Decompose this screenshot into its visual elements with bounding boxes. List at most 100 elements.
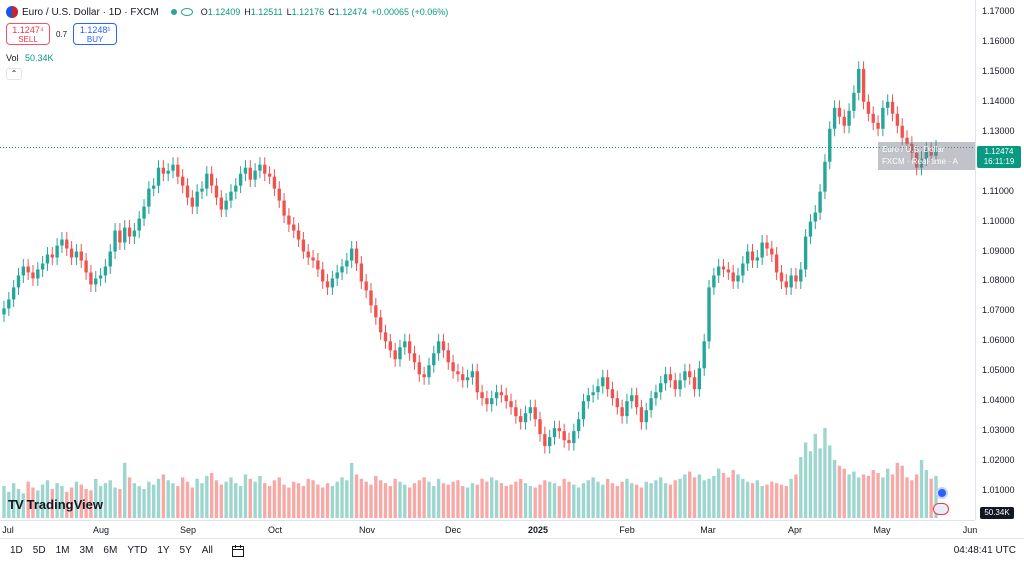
buy-button[interactable]: 1.1248¹ BUY (73, 23, 118, 45)
candle-body (847, 110, 851, 126)
candle-body (123, 227, 127, 243)
volume-bar (499, 483, 504, 518)
candle-body (374, 305, 378, 318)
volume-bar (712, 475, 716, 518)
volume-bar (243, 474, 248, 518)
volume-bar (528, 486, 533, 518)
volume-bar (374, 475, 378, 518)
candle-body (113, 230, 117, 252)
volume-bar (741, 478, 745, 518)
candle-body (755, 257, 760, 261)
candle-body (427, 365, 431, 378)
range-button-1y[interactable]: 1Y (157, 545, 170, 556)
tradingview-logo[interactable]: TV TradingView (8, 497, 103, 512)
volume-bar (132, 483, 137, 518)
price-tick-label: 1.02000 (982, 455, 1015, 466)
volume-bar (345, 480, 349, 518)
volume-bar (659, 477, 663, 518)
us-flag-event-icon[interactable] (933, 503, 949, 515)
candle-body (40, 263, 45, 270)
volume-bar (369, 484, 373, 518)
tooltip-line-1: Euro / U.S. Dollar (882, 145, 945, 154)
utc-clock[interactable]: 04:48:41 UTC (953, 545, 1016, 556)
price-tick-label: 1.09000 (982, 245, 1015, 256)
range-button-5d[interactable]: 5D (32, 545, 46, 556)
symbol-title[interactable]: Euro / U.S. Dollar · 1D · FXCM (22, 6, 159, 18)
volume-legend[interactable]: Vol 50.34K (6, 53, 54, 63)
visibility-eye-icon[interactable] (180, 8, 193, 16)
volume-bar (84, 488, 88, 518)
candle-body (229, 191, 233, 201)
volume-bar (794, 474, 798, 518)
volume-bar (736, 474, 740, 518)
range-button-6m[interactable]: 6M (103, 545, 118, 556)
candle-body (572, 431, 576, 444)
calendar-icon[interactable] (231, 544, 245, 558)
candle-body (813, 212, 817, 222)
candle-body (852, 92, 856, 111)
volume-bar (881, 477, 885, 518)
price-axis[interactable]: 1.170001.160001.150001.140001.130001.120… (975, 0, 1024, 520)
candle-body (605, 377, 610, 390)
collapse-legend-button[interactable]: ⌃ (6, 68, 22, 80)
volume-bar (272, 480, 277, 518)
chart-pane[interactable]: Euro / U.S. Dollar · 1D · FXCM O1.12409 … (0, 0, 975, 520)
price-chart[interactable] (0, 0, 975, 520)
candle-body (760, 242, 764, 258)
volume-bar (721, 473, 726, 518)
time-tick-label: Mar (700, 525, 716, 535)
candle-body (234, 185, 238, 192)
candle-body (21, 266, 26, 276)
volume-bar (330, 486, 335, 518)
candle-body (475, 371, 479, 393)
candle-body (238, 173, 243, 186)
candle-body (263, 164, 267, 174)
range-button-ytd[interactable]: YTD (127, 545, 148, 556)
candle-body (750, 251, 755, 261)
price-tick-label: 1.08000 (982, 275, 1015, 286)
candle-body (668, 374, 673, 381)
symbol-legend: Euro / U.S. Dollar · 1D · FXCM O1.12409 … (6, 6, 452, 18)
economic-event-icon[interactable] (936, 487, 948, 499)
candle-body (702, 341, 706, 369)
candle-body (533, 407, 537, 420)
price-tick-label: 1.04000 (982, 395, 1015, 406)
sell-button[interactable]: 1.1247⁴ SELL (6, 23, 50, 45)
volume-bar (427, 481, 431, 518)
volume-bar (446, 484, 450, 518)
candle-body (615, 398, 619, 408)
range-button-3m[interactable]: 3M (79, 545, 94, 556)
volume-bar (103, 483, 108, 518)
time-tick-label: May (873, 525, 891, 535)
candle-body (108, 251, 112, 267)
volume-bar (601, 484, 605, 518)
volume-bar (562, 478, 566, 518)
volume-value: 50.34K (25, 53, 54, 63)
range-button-1m[interactable]: 1M (55, 545, 70, 556)
candle-body (185, 185, 190, 198)
range-button-1d[interactable]: 1D (10, 545, 23, 556)
time-tick-label: Feb (619, 525, 635, 535)
candle-body (581, 401, 586, 420)
time-axis[interactable]: Jul Aug Sep Oct Nov Dec 2025 Feb Mar Apr May Jun (0, 520, 977, 538)
candle-body (692, 377, 697, 390)
range-button-all[interactable]: All (201, 545, 213, 556)
volume-bar (461, 486, 465, 518)
candle-body (842, 116, 846, 126)
range-button-5y[interactable]: 5Y (179, 545, 192, 556)
volume-bar (40, 484, 45, 518)
volume-bar (340, 477, 344, 518)
volume-bar (147, 481, 151, 518)
candle-body (79, 251, 83, 261)
price-tick-label: 1.05000 (982, 365, 1015, 376)
candle-body (832, 107, 837, 129)
candle-body (60, 239, 64, 246)
candle-body (576, 419, 581, 432)
volume-bar (180, 477, 185, 518)
volume-bar (359, 478, 364, 518)
volume-bar (808, 451, 813, 518)
spread-value: 0.7 (56, 29, 68, 39)
candle-body (74, 251, 79, 258)
volume-bar (625, 478, 629, 518)
volume-bar (190, 487, 195, 518)
